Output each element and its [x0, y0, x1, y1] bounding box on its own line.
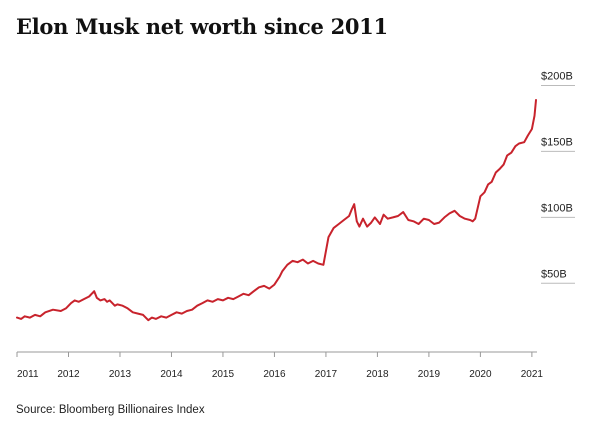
x-tick-label: 2020: [469, 369, 492, 380]
y-ticks: $50B $100B $150B $200B: [541, 70, 575, 284]
net-worth-series-line: [16, 99, 537, 322]
y-tick-label: $200B: [541, 70, 573, 82]
source-note: Source: Bloomberg Billionaires Index: [16, 404, 205, 416]
y-tick-label: $150B: [541, 136, 573, 148]
x-tick-label: 2011: [17, 369, 39, 380]
x-tick-label: 2017: [315, 369, 338, 380]
x-tick-label: 2015: [212, 369, 235, 380]
y-tick-label: $50B: [541, 268, 567, 280]
x-tick-label: 2018: [366, 369, 389, 380]
x-tick-label: 2013: [109, 369, 132, 380]
line-chart: 2011 2012 2013 2014 2015 2016 2017 2018 2019 2020…: [16, 70, 575, 380]
chart-title: Elon Musk net worth since 2011: [16, 14, 388, 39]
x-tick-label: 2021: [521, 369, 544, 380]
x-tick-label: 2016: [263, 369, 286, 380]
x-ticks: 2011 2012 2013 2014 2015 2016 2017 2018 2019 2020…: [16, 352, 544, 380]
x-tick-label: 2012: [57, 369, 80, 380]
x-tick-label: 2014: [160, 369, 183, 380]
x-tick-label: 2019: [418, 369, 441, 380]
y-tick-label: $100B: [541, 202, 573, 214]
